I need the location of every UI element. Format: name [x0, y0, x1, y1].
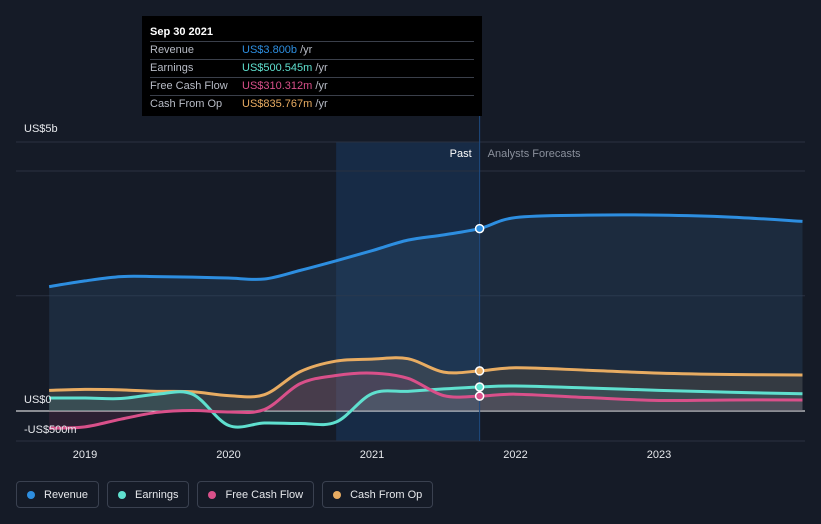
legend-item-cash-from-op[interactable]: Cash From Op — [322, 481, 434, 508]
tooltip-row-earnings: Earnings US$500.545m /yr — [150, 59, 474, 77]
earnings-area — [49, 386, 803, 428]
free-cash-flow-dot-icon — [208, 490, 217, 499]
tooltip-value: US$310.312m — [242, 80, 313, 92]
tooltip-unit: /yr — [300, 44, 313, 56]
y-tick-label: US$0 — [24, 394, 52, 406]
forecast-label: Analysts Forecasts — [488, 148, 581, 160]
revenue-marker — [474, 223, 485, 234]
series-lines — [48, 213, 803, 430]
y-tick-label: -US$500m — [24, 424, 77, 436]
earnings-line — [49, 384, 803, 429]
legend-item-free-cash-flow[interactable]: Free Cash Flow — [197, 481, 315, 508]
cash-from-op-dot-icon — [333, 490, 342, 499]
tooltip-label: Earnings — [150, 62, 194, 74]
x-tick-label: 2021 — [360, 449, 384, 461]
tooltip-row-free-cash-flow: Free Cash Flow US$310.312m /yr — [150, 77, 474, 95]
earnings-dot-icon — [118, 490, 127, 499]
x-tick-label: 2020 — [216, 449, 240, 461]
legend: Revenue Earnings Free Cash Flow Cash Fro… — [16, 481, 441, 508]
x-tick-label: 2023 — [647, 449, 671, 461]
legend-label: Free Cash Flow — [225, 488, 304, 501]
free-cash-flow-area — [49, 372, 803, 429]
x-axis-labels: 2019 2020 2021 2022 2023 — [73, 449, 671, 461]
tooltip-row-cash-from-op: Cash From Op US$835.767m /yr — [150, 95, 474, 113]
tooltip-unit: /yr — [315, 98, 328, 110]
tooltip-label: Revenue — [150, 44, 195, 56]
y-tick-label: US$5b — [24, 123, 58, 135]
cash-from-op-marker — [474, 366, 485, 376]
free-cash-flow-line — [49, 371, 803, 430]
legend-label: Revenue — [44, 488, 89, 501]
earnings-marker — [474, 382, 485, 392]
tooltip-unit: /yr — [315, 62, 328, 74]
revenue-dot-icon — [27, 490, 35, 499]
legend-item-revenue[interactable]: Revenue — [16, 481, 100, 508]
tooltip-row-revenue: Revenue US$3.800b /yr — [150, 41, 474, 59]
present-markers — [474, 223, 485, 401]
y-axis-labels: US$5b US$0 -US$500m — [24, 123, 77, 436]
legend-label: Earnings — [135, 488, 179, 501]
x-tick-label: 2019 — [73, 449, 97, 461]
grid — [16, 141, 805, 442]
cash-from-op-line — [49, 356, 803, 399]
x-tick-label: 2022 — [503, 449, 527, 461]
tooltip-date: Sep 30 2021 — [150, 26, 213, 38]
tooltip-value: US$835.767m — [242, 98, 313, 110]
tooltip-unit: /yr — [315, 80, 328, 92]
tooltip-label: Free Cash Flow — [150, 80, 228, 92]
revenue-line — [48, 213, 803, 289]
past-label: Past — [450, 148, 472, 160]
legend-label: Cash From Op — [350, 488, 423, 501]
tooltip-value: US$3.800b — [242, 44, 298, 56]
tooltip-value: US$500.545m — [242, 62, 313, 74]
tooltip-label: Cash From Op — [150, 98, 223, 110]
revenue-area — [49, 214, 803, 411]
free-cash-flow-marker — [474, 391, 485, 401]
tooltip: Sep 30 2021 Revenue US$3.800b /yr Earnin… — [142, 16, 482, 116]
series-areas — [49, 214, 803, 429]
legend-item-earnings[interactable]: Earnings — [107, 481, 190, 508]
